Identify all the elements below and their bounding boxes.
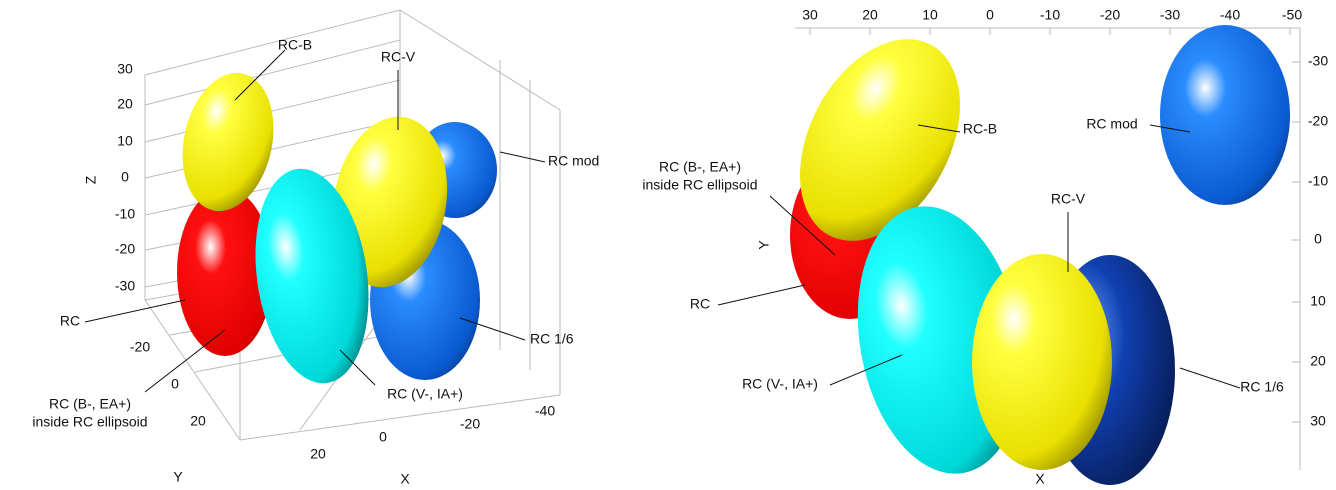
y-tick-label: -20: [1308, 113, 1328, 129]
annotation: RC mod: [1086, 116, 1137, 132]
z-tick-label: -20: [115, 241, 135, 257]
y-tick-label: 10: [1310, 293, 1326, 309]
x-tick-label: -40: [535, 403, 555, 419]
ellipsoid-rc-b: [800, 39, 960, 241]
z-tick-label: 0: [121, 169, 129, 185]
x-tick-label: -50: [1282, 7, 1302, 23]
x-tick-label: 20: [862, 7, 878, 23]
x-tick-label: -20: [460, 416, 480, 432]
ellipsoid-rc-v: [972, 254, 1112, 470]
annotation: RC-B: [278, 37, 312, 53]
x-tick-label: -10: [1040, 7, 1060, 23]
y-tick-label: 30: [1310, 413, 1326, 429]
left-panel: [84, 9, 561, 441]
ellipsoid-rc: [177, 188, 273, 356]
x-tick-label: 10: [922, 7, 938, 23]
annotation: RC 1/6: [1240, 379, 1284, 395]
annotation: RC (B-, EA+): [49, 396, 131, 412]
leader-lines: [84, 49, 546, 393]
z-tick-label: 30: [117, 61, 133, 77]
x-tick-label: -30: [1160, 7, 1180, 23]
annotation: inside RC ellipsoid: [32, 414, 147, 430]
right-panel: [717, 25, 1301, 485]
x-tick-label: 0: [379, 429, 387, 445]
z-tick-label: 20: [117, 96, 133, 112]
annotation: RC-V: [381, 49, 416, 65]
y-axis-label: Y: [173, 469, 183, 485]
x-axis-label: X: [1035, 471, 1045, 487]
y-tick-label: 0: [1314, 231, 1322, 247]
annotation: RC mod: [548, 153, 599, 169]
annotation: RC (V-, IA+): [742, 376, 818, 392]
annotation: RC: [60, 313, 80, 329]
leader-lines: [717, 124, 1241, 389]
x-tick-label: 20: [310, 446, 326, 462]
y-tick-label: 0: [171, 376, 179, 392]
z-tick-label: -10: [115, 206, 135, 222]
annotation: inside RC ellipsoid: [642, 177, 757, 193]
y-tick-label: -20: [130, 339, 150, 355]
z-tick-label: 10: [117, 133, 133, 149]
annotation: RC-B: [963, 121, 997, 137]
annotation: RC (B-, EA+): [659, 159, 741, 175]
annotation: RC-V: [1051, 191, 1086, 207]
y-tick-label: -10: [1308, 173, 1328, 189]
ellipsoid-rc-v-ia: [255, 168, 369, 384]
y-tick-label: -30: [1308, 53, 1328, 69]
annotation: RC: [690, 296, 710, 312]
x-tick-label: -40: [1220, 7, 1240, 23]
z-tick-label: -30: [115, 278, 135, 294]
y-tick-label: 20: [190, 413, 206, 429]
x-axis-label: X: [400, 471, 410, 487]
x-tick-label: 30: [802, 7, 818, 23]
ellipsoid-rc-mod: [1160, 25, 1290, 205]
annotation: RC (V-, IA+): [387, 386, 463, 402]
x-tick-label: 0: [986, 7, 994, 23]
ellipsoid-rc-b: [182, 72, 274, 212]
x-tick-label: -20: [1100, 7, 1120, 23]
y-tick-label: 20: [1310, 353, 1326, 369]
annotation: RC 1/6: [530, 331, 574, 347]
z-axis-label: Z: [83, 175, 99, 184]
axis-box: [795, 27, 1301, 470]
y-axis-label: Y: [756, 240, 772, 250]
